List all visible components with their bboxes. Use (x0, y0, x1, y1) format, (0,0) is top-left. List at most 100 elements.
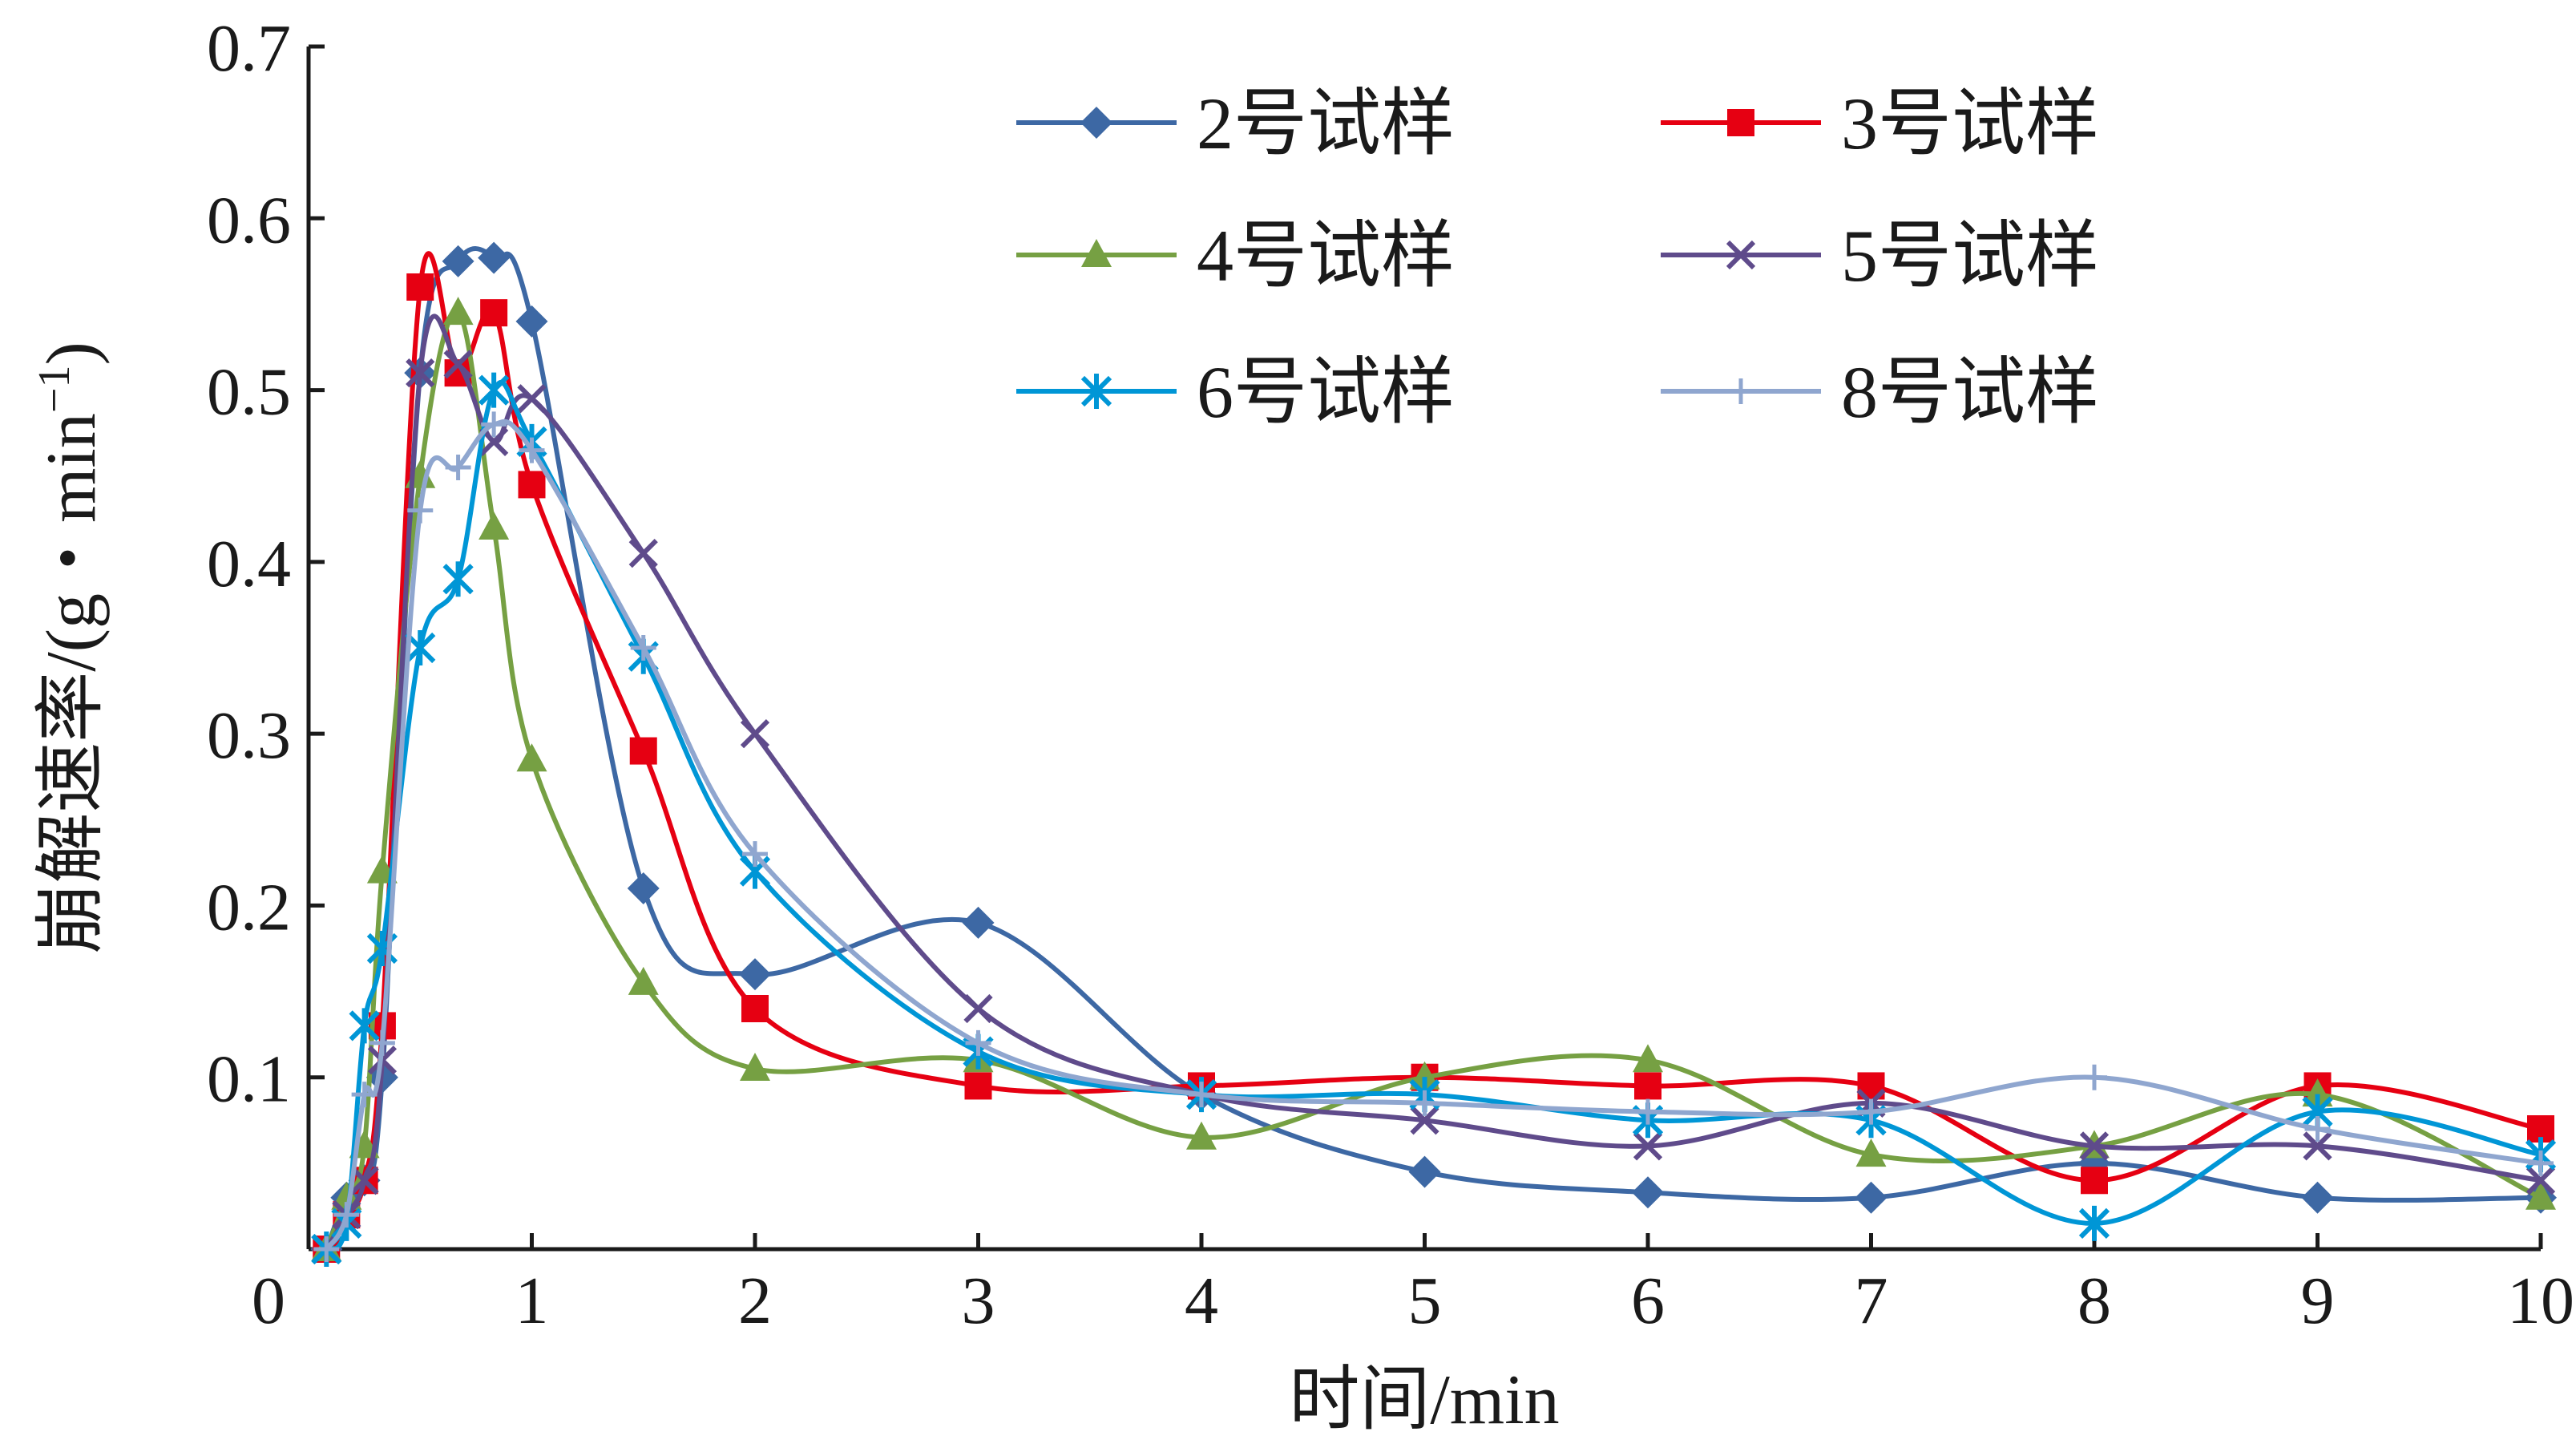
series-4 (312, 313, 2556, 1264)
data-point (445, 455, 471, 480)
data-point (2081, 1064, 2107, 1090)
series-5 (311, 372, 2557, 1267)
data-point (333, 1202, 360, 1228)
data-point (1634, 1072, 1661, 1100)
data-point (517, 384, 547, 414)
y-ticks: 0.1 0.2 0.3 0.4 0.5 0.6 0.7 (207, 11, 325, 1117)
data-point (2303, 1131, 2332, 1161)
legend-item: 4号试样 (1016, 215, 1455, 297)
data-point (1408, 1155, 1441, 1188)
data-point (2302, 1078, 2333, 1107)
data-point (480, 299, 508, 327)
series-layer (310, 241, 2557, 1267)
data-point (519, 437, 545, 463)
y-axis-title-main: 崩解速率/(g・min (33, 413, 111, 954)
data-point (442, 245, 474, 277)
legend-label: 8号试样 (1841, 351, 2099, 433)
data-point (1189, 1082, 1214, 1108)
data-point (515, 305, 548, 338)
data-point (369, 1029, 395, 1056)
data-point (478, 512, 510, 540)
data-point (518, 471, 546, 499)
data-point (740, 1053, 770, 1081)
y-tick-label: 0.3 (207, 698, 291, 773)
data-point (443, 350, 473, 379)
data-point (1632, 1176, 1664, 1209)
y-axis-title: 崩解速率/(g・min−1) (30, 342, 111, 954)
y-tick-label: 0.1 (207, 1042, 291, 1117)
data-point (2079, 1131, 2110, 1161)
data-point (478, 241, 511, 274)
series-line (324, 313, 2542, 1251)
data-point (629, 737, 657, 765)
x-tick-label: 2 (738, 1264, 772, 1338)
data-point (478, 372, 510, 408)
x-tick-label: 9 (2301, 1264, 2335, 1338)
legend-label: 2号试样 (1197, 83, 1455, 164)
data-point (313, 1236, 340, 1262)
legend-item: 5号试样 (1661, 215, 2099, 297)
x-tick-label: 1 (515, 1264, 549, 1338)
legend-swatch-marker (1080, 107, 1112, 139)
series-line (324, 309, 2542, 1251)
data-point (965, 1029, 991, 1056)
data-point (962, 906, 995, 939)
data-point (1633, 1044, 1663, 1073)
data-point (2528, 1150, 2554, 1176)
data-point (741, 995, 769, 1022)
legend-item: 6号试样 (1016, 351, 1455, 433)
data-point (442, 561, 474, 597)
legend-label: 6号试样 (1197, 351, 1455, 433)
legend-swatch-marker (1080, 374, 1112, 409)
data-point (630, 635, 656, 661)
legend-label: 4号试样 (1197, 215, 1455, 297)
data-point (351, 1082, 378, 1108)
data-point (1855, 1139, 1887, 1167)
y-axis-title-superscript: −1 (30, 366, 79, 414)
data-point (964, 1072, 992, 1100)
data-point (1855, 1181, 1888, 1214)
data-point (2304, 1116, 2331, 1142)
y-tick-label: 0.6 (207, 183, 291, 257)
data-point (963, 993, 993, 1024)
legend-label: 3号试样 (1841, 83, 2099, 164)
x-tick-label: 8 (2077, 1264, 2111, 1338)
x-tick-label: 3 (962, 1264, 995, 1338)
legend-swatch-marker (1726, 240, 1756, 270)
y-tick-label: 0.2 (207, 870, 291, 944)
x-ticks: 0 1 2 3 4 5 6 7 8 9 10 (252, 1233, 2574, 1338)
data-point (1411, 1090, 1438, 1116)
x-tick-label: 6 (1631, 1264, 1665, 1338)
legend-item: 3号试样 (1661, 83, 2099, 164)
data-point (442, 297, 474, 326)
x-tick-label: 4 (1185, 1264, 1218, 1338)
y-axis-title-close: ) (33, 342, 111, 365)
legend-item: 8号试样 (1661, 351, 2099, 433)
data-point (406, 358, 435, 388)
data-point (1858, 1098, 1884, 1125)
data-point (628, 966, 659, 995)
series-6 (313, 411, 2554, 1262)
series-3 (311, 297, 2556, 1261)
data-point (627, 872, 660, 904)
data-point (742, 841, 768, 868)
data-point (628, 539, 658, 568)
y-tick-label: 0.5 (207, 355, 291, 430)
data-point (1410, 1106, 1439, 1135)
data-point (1633, 1131, 1663, 1161)
series-line (324, 419, 2542, 1251)
data-point (739, 958, 771, 991)
data-point (1635, 1098, 1661, 1125)
data-point (1186, 1121, 1217, 1150)
data-point (2526, 1181, 2556, 1210)
x-tick-label: 0 (252, 1264, 285, 1338)
data-point (2081, 1167, 2108, 1195)
legend-swatch-marker (1727, 109, 1754, 136)
legend-swatch-marker (1081, 239, 1112, 267)
legend-label: 5号试样 (1841, 215, 2099, 297)
data-point (481, 411, 507, 438)
x-tick-label: 7 (1855, 1264, 1888, 1338)
data-point (2301, 1181, 2334, 1214)
legend-item: 2号试样 (1016, 83, 1455, 164)
